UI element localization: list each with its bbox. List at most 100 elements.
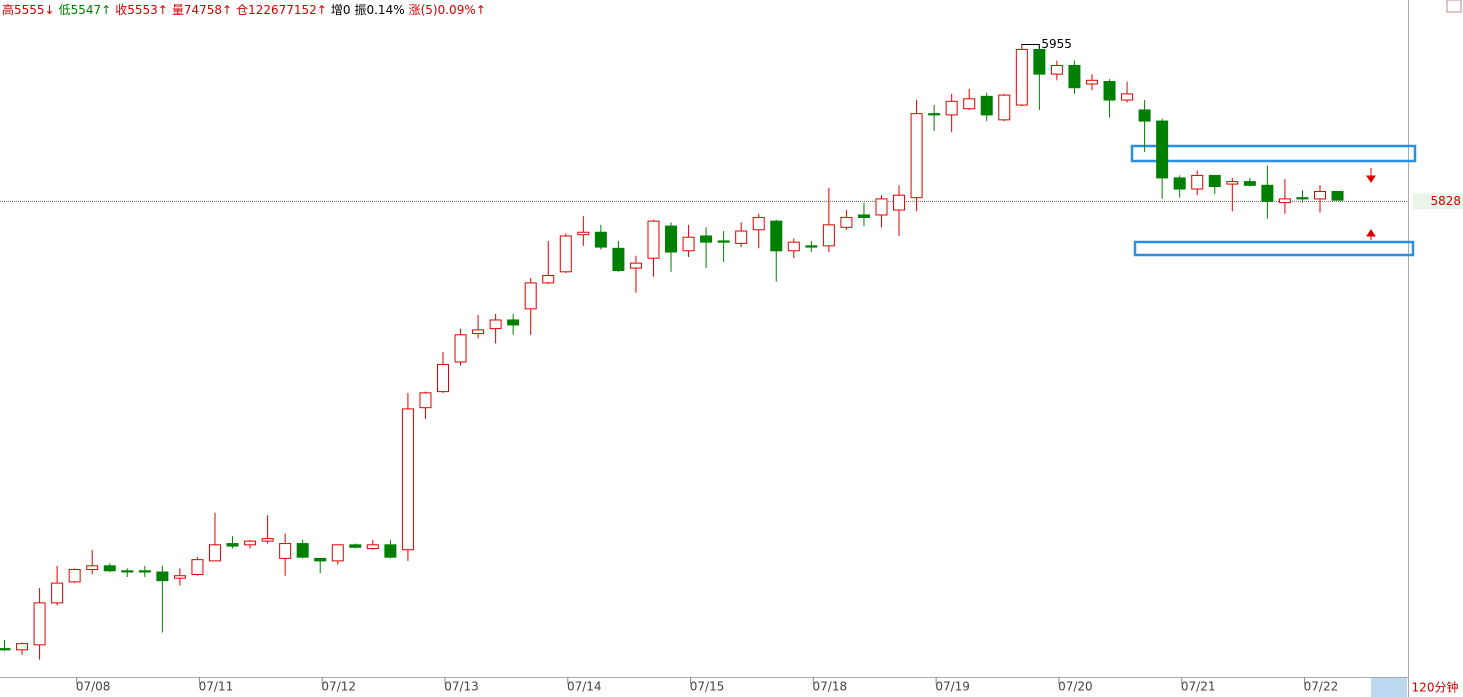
candle-body — [963, 98, 976, 110]
candle-body — [1156, 120, 1169, 179]
candle-body — [349, 544, 362, 548]
x-tick-label: 07/08 — [76, 680, 111, 694]
candle-body — [437, 363, 449, 393]
x-tick-label: 07/20 — [1058, 680, 1093, 694]
period-label: 120分钟 — [1412, 680, 1459, 695]
candle-body — [68, 569, 81, 583]
quote-field: 收5553↑ — [115, 3, 168, 17]
candle-body — [173, 575, 186, 579]
x-tick-label: 07/14 — [567, 680, 602, 694]
candle-body — [682, 236, 695, 252]
candle-body — [857, 214, 870, 218]
arrow-down — [1366, 168, 1376, 183]
candle-body — [752, 216, 765, 231]
quote-field: 涨(5)0.09%↑ — [408, 3, 486, 17]
candle-body — [454, 334, 467, 363]
drawn-box — [1130, 144, 1417, 163]
candle-body — [1103, 81, 1116, 101]
candle-body — [331, 544, 344, 562]
candle-body — [1050, 64, 1063, 75]
candle-body — [612, 247, 625, 272]
candle-body — [1015, 48, 1028, 106]
candle-body — [1138, 109, 1151, 122]
menu-icon[interactable] — [1446, 0, 1462, 13]
candle-body — [279, 543, 292, 559]
candle-body — [1226, 181, 1239, 185]
candle-body — [629, 262, 642, 269]
candle-body — [208, 544, 221, 562]
quote-field: 量74758↑ — [171, 3, 233, 17]
candle-body — [16, 643, 29, 651]
last-price-box — [1413, 193, 1463, 210]
x-tick-label: 07/15 — [690, 680, 725, 694]
candle-body — [507, 319, 520, 326]
candle-body — [314, 557, 327, 562]
x-tick-label: 07/13 — [444, 680, 479, 694]
candle-body — [86, 565, 99, 571]
candle-body — [156, 571, 169, 582]
x-tick-label: 07/22 — [1304, 680, 1339, 694]
candle-body — [1314, 190, 1326, 200]
candle-body — [0, 648, 11, 651]
candle-body — [226, 543, 239, 547]
candle-body — [1278, 198, 1291, 204]
candle-body — [594, 231, 607, 248]
high-label: 5955 — [1041, 37, 1072, 51]
x-tick-label: 07/18 — [813, 680, 848, 694]
candle-body — [33, 602, 46, 646]
x-tick-label: 07/12 — [321, 680, 356, 694]
candle-body — [910, 113, 923, 199]
candle-body — [51, 582, 64, 604]
candle-body — [1208, 174, 1221, 188]
candle-body — [524, 282, 537, 310]
candle-body — [121, 570, 134, 573]
quote-header: 高5555↓ 低5547↑ 收5553↑ 量74758↑ 仓122677152↑ 增0 振0… — [2, 1, 490, 18]
candle-body — [717, 240, 730, 243]
candle-body — [998, 94, 1011, 121]
quote-field: 仓122677152↑ — [236, 3, 327, 17]
candle-body — [1243, 181, 1256, 186]
candle-body — [647, 220, 660, 259]
candle-body — [1033, 48, 1046, 75]
candle-body — [787, 241, 800, 252]
candle-body — [805, 245, 818, 248]
candle-body — [1121, 93, 1134, 101]
candle-body — [103, 565, 116, 572]
period-highlight — [1371, 678, 1407, 697]
arrow-up — [1366, 229, 1376, 240]
candle-body — [1173, 177, 1186, 190]
candle-body — [384, 544, 397, 558]
candle-body — [261, 538, 274, 542]
candle-body — [296, 543, 309, 558]
candle-body — [559, 235, 572, 273]
candle-body — [1068, 64, 1081, 89]
quote-field: 低5547↑ — [58, 3, 112, 17]
candle-body — [875, 198, 888, 216]
quote-field: 振0.14% — [354, 3, 405, 17]
candle-body — [840, 216, 853, 228]
candle-body — [244, 540, 257, 546]
quote-field: 增0 — [330, 3, 351, 17]
candle-body — [980, 95, 993, 116]
candle-body — [770, 220, 783, 252]
x-tick-label: 07/21 — [1181, 680, 1216, 694]
candle-body — [489, 319, 502, 330]
candle-body — [366, 544, 379, 550]
candle-body — [419, 392, 432, 409]
candle-body — [191, 559, 204, 575]
candle-body — [542, 274, 555, 284]
drawn-box — [1133, 240, 1415, 257]
candle-body — [1331, 190, 1344, 201]
candle-body — [700, 235, 713, 243]
x-tick-label: 07/11 — [199, 680, 234, 694]
last-price-label: 5828 — [1430, 194, 1461, 208]
candle-body — [735, 230, 748, 244]
high-marker — [1021, 43, 1040, 49]
candle-body — [928, 113, 941, 116]
candle-body — [893, 194, 906, 211]
candle-body — [945, 100, 958, 116]
quote-field: 高5555↓ — [2, 3, 55, 17]
